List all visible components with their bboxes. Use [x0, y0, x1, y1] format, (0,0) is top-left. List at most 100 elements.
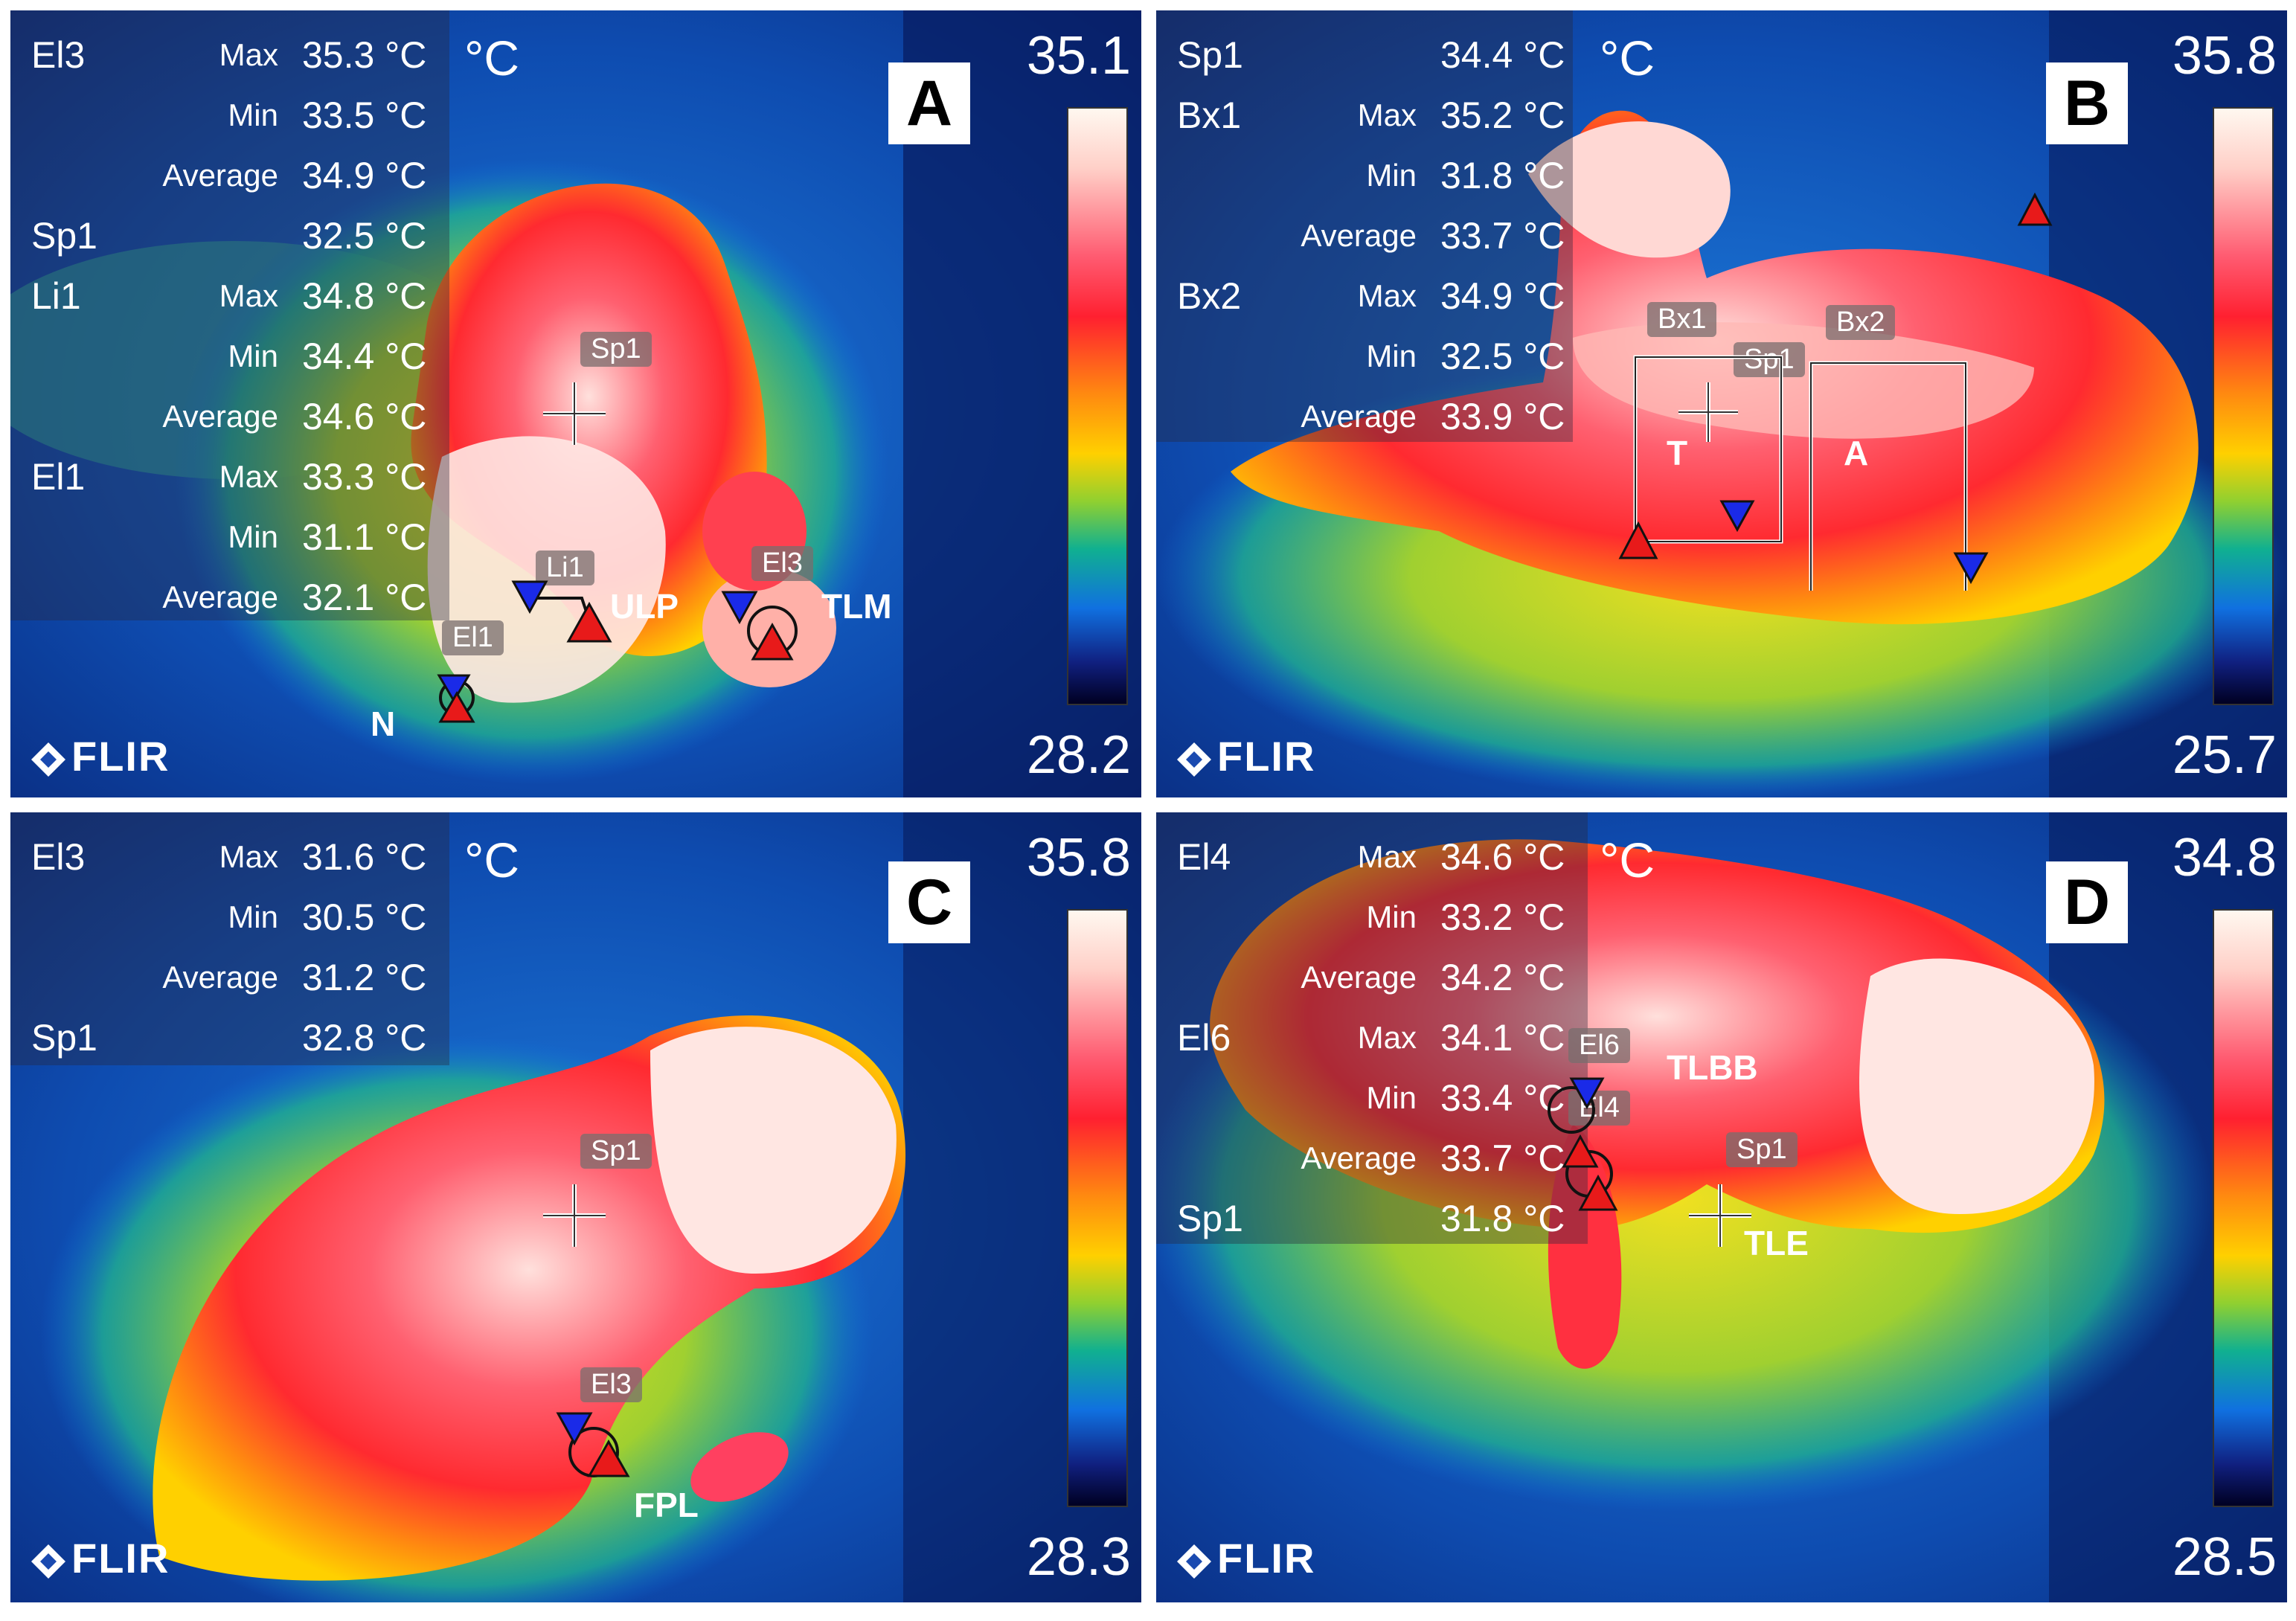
measurement-row: Min 31.8 °C: [1156, 146, 1589, 205]
measurement-value: 34.2 °C: [1440, 957, 1565, 998]
measurement-stat: Max: [1357, 278, 1417, 313]
measurement-value: 34.6 °C: [302, 396, 427, 437]
measurement-name: Bx1: [1177, 94, 1242, 136]
measurement-row: Average 33.7 °C: [1156, 206, 1589, 266]
measurement-row: Sp1 31.8 °C: [1156, 1189, 1589, 1248]
tag-li1: Li1: [536, 551, 594, 585]
measurement-stat: Max: [1357, 839, 1417, 874]
measurement-value: 34.4 °C: [1440, 34, 1565, 76]
measurement-row: El4 Max 34.6 °C: [1156, 827, 1589, 887]
scale-max: 35.8: [2172, 26, 2277, 86]
measurement-stat: Min: [1366, 158, 1417, 193]
measurement-row: Average 34.9 °C: [10, 146, 451, 205]
measurement-value: 30.5 °C: [302, 896, 427, 938]
measurement-value: 34.8 °C: [302, 275, 427, 317]
measurement-value: 34.4 °C: [302, 336, 427, 377]
label-tle: TLE: [1744, 1224, 1809, 1262]
measurement-name: Sp1: [1177, 34, 1243, 76]
tag-sp1: Sp1: [1734, 342, 1805, 377]
color-scale-bar: [1067, 107, 1128, 705]
tag-el6: El6: [1568, 1028, 1630, 1063]
flir-logo-icon: [31, 742, 65, 777]
measurement-value: 35.3 °C: [302, 34, 427, 76]
measurement-row: Average 31.2 °C: [10, 948, 451, 1007]
label-n: N: [371, 704, 396, 743]
measurement-value: 34.9 °C: [1440, 275, 1565, 317]
measurement-name: Li1: [31, 275, 81, 317]
measurement-row: Bx1 Max 35.2 °C: [1156, 86, 1589, 145]
line-marker: [511, 580, 612, 643]
measurement-value: 33.4 °C: [1440, 1077, 1565, 1119]
color-scale-bar: [2213, 107, 2274, 705]
measurement-row: Average 32.1 °C: [10, 568, 451, 627]
tag-el3: El3: [580, 1367, 642, 1402]
measurement-row: Sp1 32.8 °C: [10, 1008, 451, 1068]
label-tlbb: TLBB: [1667, 1048, 1758, 1087]
panel-letter: C: [888, 861, 970, 943]
measurement-row: Min 34.4 °C: [10, 327, 451, 386]
ellipse-markers: [1548, 1077, 1618, 1211]
unit-label: °C: [1600, 31, 1655, 86]
measurement-stat: Max: [219, 459, 278, 494]
label-a: A: [1844, 434, 1869, 472]
measurement-value: 34.6 °C: [1440, 836, 1565, 878]
measurement-stat: Max: [219, 37, 278, 72]
crosshair-icon: [543, 1184, 606, 1247]
measurement-value: 33.9 °C: [1440, 396, 1565, 437]
scale-max: 35.1: [1026, 26, 1131, 86]
tag-sp1: Sp1: [580, 1134, 652, 1169]
tag-bx1: Bx1: [1647, 302, 1717, 337]
measurement-stat: Max: [1357, 97, 1417, 132]
measurement-value: 34.1 °C: [1440, 1017, 1565, 1059]
ellipse-marker: [556, 1412, 630, 1477]
label-tlm: TLM: [821, 587, 892, 626]
measurement-stat: Average: [162, 960, 278, 995]
measurement-name: El1: [31, 456, 86, 498]
measurement-row: Bx2 Max 34.9 °C: [1156, 266, 1589, 326]
scale-max: 34.8: [2172, 828, 2277, 887]
crosshair-icon: [1689, 1184, 1751, 1247]
measurement-stat: Max: [219, 278, 278, 313]
thermal-image-c: [10, 812, 1141, 1602]
measurement-stat: Min: [228, 899, 278, 934]
measurement-overlay: [10, 812, 449, 1065]
measurement-stat: Min: [228, 519, 278, 554]
thermal-panel-b: Sp1 34.4 °C Bx1 Max 35.2 °C Min 31.8 °C Average…: [1156, 10, 2287, 797]
measurement-row: El1 Max 33.3 °C: [10, 447, 451, 507]
panel-letter: B: [2046, 62, 2128, 144]
measurement-overlay: [1156, 10, 1573, 442]
measurement-stat: Average: [1301, 960, 1417, 995]
thermal-image-b: [1156, 10, 2287, 797]
measurement-value: 33.2 °C: [1440, 896, 1565, 938]
measurement-row: Average 34.6 °C: [10, 387, 451, 446]
color-scale-bar: [2213, 909, 2274, 1507]
measurement-value: 35.2 °C: [1440, 94, 1565, 136]
panel-letter: A: [888, 62, 970, 144]
measurement-stat: Average: [1301, 1140, 1417, 1175]
tag-el1: El1: [442, 620, 504, 655]
measurement-value: 31.2 °C: [302, 957, 427, 998]
max-marker-icon: [2017, 192, 2053, 226]
scale-min: 28.3: [1026, 1527, 1131, 1587]
measurement-value: 32.8 °C: [302, 1017, 427, 1059]
measurement-value: 33.7 °C: [1440, 215, 1565, 257]
color-scale-bar: [1067, 909, 1128, 1507]
measurement-row: Min 33.5 °C: [10, 86, 451, 145]
measurement-name: Sp1: [31, 1017, 97, 1059]
measurement-value: 33.3 °C: [302, 456, 427, 498]
tag-bx2: Bx2: [1826, 305, 1896, 340]
scale-min: 25.7: [2172, 725, 2277, 785]
label-ulp: ULP: [610, 587, 679, 626]
crosshair-icon: [543, 382, 606, 445]
flir-logo-icon: [31, 1544, 65, 1579]
measurement-row: Average 33.9 °C: [1156, 387, 1589, 446]
flir-logo-icon: [1177, 742, 1211, 777]
measurement-stat: Average: [162, 158, 278, 193]
measurement-name: Bx2: [1177, 275, 1242, 317]
measurement-stat: Min: [228, 97, 278, 132]
measurement-stat: Average: [162, 580, 278, 614]
measurement-value: 33.5 °C: [302, 94, 427, 136]
measurement-value: 31.1 °C: [302, 516, 427, 558]
measurement-name: Sp1: [31, 215, 97, 257]
unit-label: °C: [1600, 832, 1655, 887]
